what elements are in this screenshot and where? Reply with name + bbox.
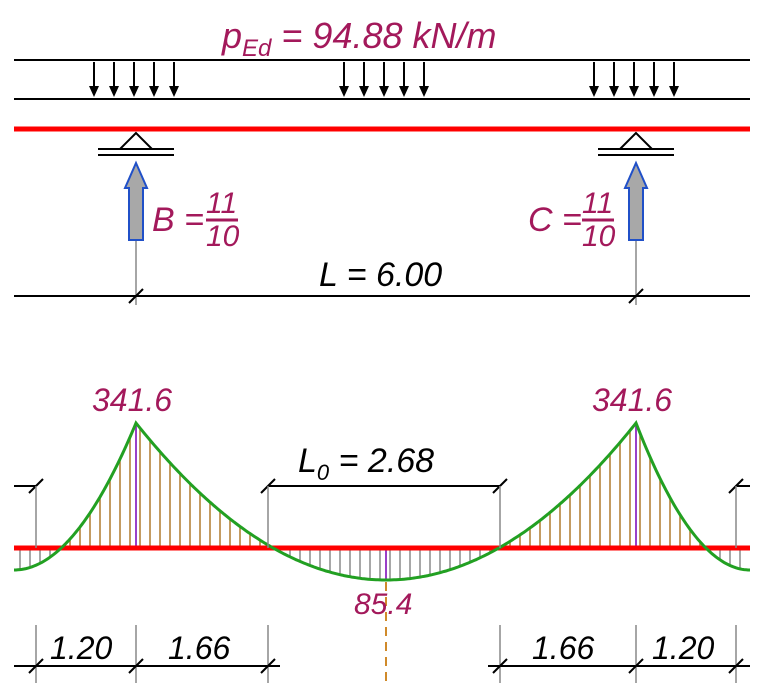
- load-arrow-icon: [589, 62, 599, 97]
- span-tick-right: [628, 288, 644, 304]
- svg-text:B =: B =: [152, 201, 204, 239]
- dimension-right-outer: 1.20: [652, 630, 714, 666]
- svg-text:C =: C =: [528, 201, 582, 239]
- zero-length-label: L0 = 2.68: [298, 442, 434, 485]
- support-c: [598, 131, 674, 156]
- load-arrow-icon: [129, 62, 139, 97]
- moment-label-b: 341.6: [92, 382, 172, 418]
- moment-label-mid: 85.4: [354, 588, 412, 621]
- load-arrow-icon: [379, 62, 389, 97]
- reaction-arrow-b: [123, 160, 149, 305]
- dimension-right-inner: 1.66: [532, 630, 594, 666]
- reaction-label-c: C = 11 10: [528, 187, 616, 253]
- moment-curve: [14, 420, 750, 582]
- dimension-left-outer: 1.20: [50, 630, 112, 666]
- moment-label-c: 341.6: [592, 382, 672, 418]
- bottom-dimension-left: [14, 625, 280, 683]
- svg-text:10: 10: [206, 220, 240, 253]
- svg-text:10: 10: [582, 220, 616, 253]
- load-arrow-icon: [419, 62, 429, 97]
- load-arrow-icon: [169, 62, 179, 97]
- zero-length-dimension: [260, 478, 508, 548]
- moment-hatching: [19, 428, 741, 580]
- load-arrow-icon: [649, 62, 659, 97]
- load-arrow-icon: [399, 62, 409, 97]
- end-dimension-right: [728, 478, 750, 548]
- span-tick-left: [128, 288, 144, 304]
- load-arrow-icon: [89, 62, 99, 97]
- reaction-arrow-c: [623, 160, 649, 305]
- reaction-label-b: B = 11 10: [152, 187, 240, 253]
- load-arrow-icon: [669, 62, 679, 97]
- svg-text:11: 11: [206, 187, 237, 220]
- load-arrows: [89, 62, 679, 97]
- dimension-left-inner: 1.66: [168, 630, 230, 666]
- svg-text:11: 11: [582, 187, 613, 220]
- bottom-dimension-right: [488, 625, 750, 683]
- load-arrow-icon: [339, 62, 349, 97]
- load-label: pEd = 94.88 kN/m: [221, 15, 497, 62]
- span-label: L = 6.00: [319, 256, 442, 294]
- support-b: [98, 131, 174, 156]
- load-arrow-icon: [359, 62, 369, 97]
- load-arrow-icon: [629, 62, 639, 97]
- load-arrow-icon: [109, 62, 119, 97]
- load-arrow-icon: [609, 62, 619, 97]
- end-dimension-left: [14, 478, 44, 548]
- load-arrow-icon: [149, 62, 159, 97]
